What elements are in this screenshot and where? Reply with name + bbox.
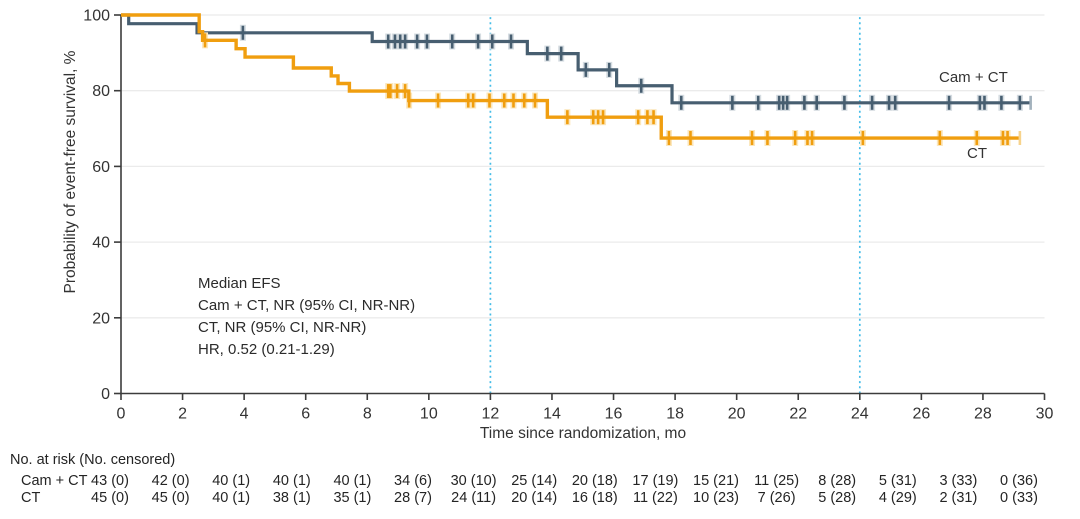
y-axis-title: Probability of event-free survival, % <box>62 50 79 294</box>
series-label-ct: CT <box>967 145 987 162</box>
x-tick-label: 14 <box>543 406 561 423</box>
median-efs-annotation: Median EFS Cam + CT, NR (95% CI, NR-NR) … <box>198 273 415 361</box>
x-tick-label: 6 <box>301 406 310 423</box>
risk-cell: 4 (29) <box>878 490 917 506</box>
x-axis-title: Time since randomization, mo <box>479 425 687 442</box>
risk-cell: 5 (28) <box>818 490 857 506</box>
y-tick-label: 80 <box>92 83 110 100</box>
x-tick-label: 0 <box>117 406 126 423</box>
risk-cell: 3 (33) <box>939 473 978 489</box>
y-tick-label: 60 <box>92 159 110 176</box>
y-tick-label: 100 <box>83 8 110 25</box>
y-tick-label: 0 <box>101 386 110 403</box>
risk-cell: 28 (7) <box>394 490 432 506</box>
x-tick-label: 24 <box>851 406 869 423</box>
risk-table-header: No. at risk (No. censored) <box>10 452 176 468</box>
risk-cell: 25 (14) <box>511 473 558 489</box>
risk-cell: 43 (0) <box>91 473 129 489</box>
x-tick-label: 12 <box>482 406 500 423</box>
risk-cell: 34 (6) <box>394 473 432 489</box>
y-tick-label: 20 <box>92 310 110 327</box>
risk-row-label-cam-ct: Cam + CT <box>21 473 88 489</box>
risk-cell: 20 (14) <box>511 490 558 506</box>
series-curve-0 <box>121 13 1031 105</box>
x-tick-label: 4 <box>240 406 249 423</box>
x-tick-label: 20 <box>728 406 746 423</box>
x-tick-label: 8 <box>363 406 372 423</box>
risk-cell: 38 (1) <box>272 490 311 506</box>
series-label-cam-ct: Cam + CT <box>939 69 1008 86</box>
risk-cell: 7 (26) <box>757 490 796 506</box>
risk-cell: 42 (0) <box>151 473 190 489</box>
risk-cell: 0 (33) <box>1000 490 1038 506</box>
x-tick-label: 18 <box>666 406 684 423</box>
risk-cell: 11 (25) <box>754 473 800 489</box>
x-tick-label: 10 <box>420 406 438 423</box>
x-tick-label: 22 <box>789 406 807 423</box>
risk-cell: 35 (1) <box>333 490 372 506</box>
risk-cell: 5 (31) <box>878 473 917 489</box>
risk-cell: 0 (36) <box>1000 473 1038 489</box>
risk-cell: 8 (28) <box>818 473 857 489</box>
x-tick-label: 28 <box>974 406 992 423</box>
x-tick-label: 30 <box>1036 406 1054 423</box>
risk-cell: 30 (10) <box>450 473 497 489</box>
risk-cell: 40 (1) <box>212 473 251 489</box>
risk-cell: 40 (1) <box>333 473 372 489</box>
risk-cell: 45 (0) <box>151 490 190 506</box>
risk-cell: 17 (19) <box>632 473 679 489</box>
risk-cell: 10 (23) <box>693 490 739 506</box>
risk-cell: 11 (22) <box>632 490 678 506</box>
series-curve-1 <box>121 13 1020 140</box>
x-tick-label: 2 <box>178 406 187 423</box>
risk-cell: 45 (0) <box>91 490 129 506</box>
risk-cell: 24 (11) <box>451 490 497 506</box>
risk-cell: 15 (21) <box>693 473 739 489</box>
annotation-line-2: Cam + CT, NR (95% CI, NR-NR) <box>198 297 416 314</box>
risk-cell: 40 (1) <box>272 473 311 489</box>
x-tick-label: 16 <box>605 406 623 423</box>
x-tick-label: 26 <box>912 406 930 423</box>
risk-cell: 40 (1) <box>212 490 251 506</box>
annotation-line-3: CT, NR (95% CI, NR-NR) <box>198 319 367 336</box>
risk-cell: 20 (18) <box>571 473 618 489</box>
annotation-line-4: HR, 0.52 (0.21-1.29) <box>198 341 335 358</box>
y-tick-label: 40 <box>92 235 110 252</box>
risk-row-label-ct: CT <box>21 490 41 506</box>
annotation-line-1: Median EFS <box>198 275 281 292</box>
risk-cell: 16 (18) <box>571 490 618 506</box>
risk-cell: 2 (31) <box>939 490 978 506</box>
